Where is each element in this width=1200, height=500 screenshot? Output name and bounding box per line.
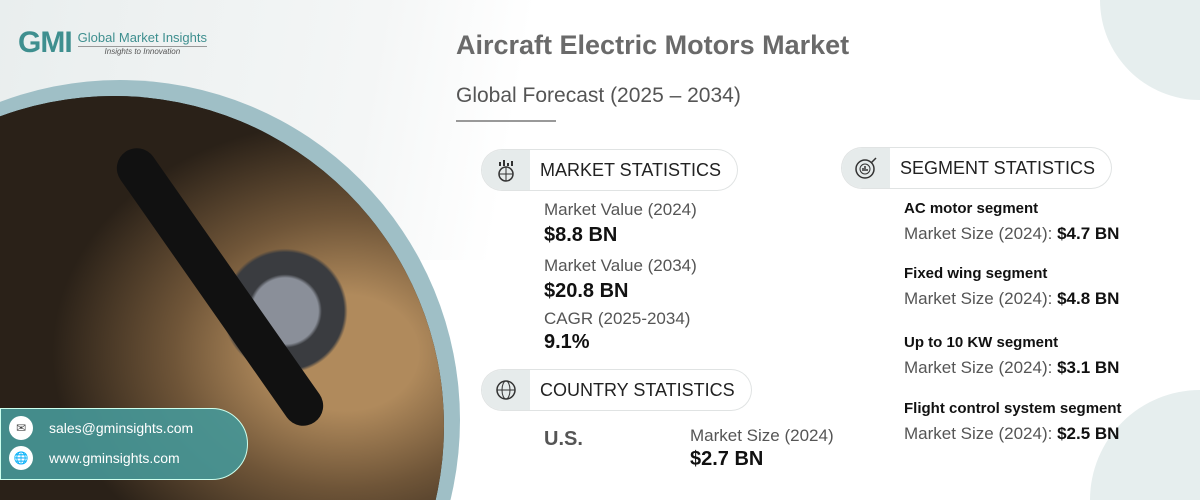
stat-label: Market Value (2024)	[544, 200, 697, 219]
segment-size: Market Size (2024): $2.5 BN	[904, 424, 1119, 444]
website-text[interactable]: www.gminsights.com	[49, 450, 180, 466]
stat-label: Market Size (2024)	[690, 426, 834, 445]
target-chart-icon	[842, 148, 890, 188]
chart-globe-icon	[482, 150, 530, 190]
mail-icon: ✉	[9, 416, 33, 440]
segment-name: Up to 10 KW segment	[904, 334, 1059, 351]
stat-label: Market Value (2034)	[544, 256, 697, 275]
logo-name: Global Market Insights	[77, 30, 208, 47]
country-statistics-header: COUNTRY STATISTICS	[482, 370, 751, 410]
page-title: Aircraft Electric Motors Market	[456, 30, 850, 60]
propeller-shape	[108, 140, 332, 434]
stat-value: $2.5 BN	[1057, 424, 1120, 443]
segment-statistics-header: SEGMENT STATISTICS	[842, 148, 1112, 188]
logo-tagline: Insights to Innovation	[104, 47, 181, 56]
section-heading: MARKET STATISTICS	[540, 159, 722, 180]
market-statistics-header: MARKET STATISTICS	[482, 150, 738, 190]
contact-panel: ✉ sales@gminsights.com 🌐 www.gminsights.co…	[0, 408, 248, 480]
section-heading: COUNTRY STATISTICS	[540, 379, 735, 400]
decorative-arc	[1100, 0, 1200, 100]
stat-label: Market Size (2024):	[904, 289, 1053, 308]
stat-label: CAGR (2025-2034)	[544, 309, 691, 328]
globe-icon: 🌐	[9, 446, 33, 470]
stat-label: Market Size (2024):	[904, 358, 1053, 377]
divider	[456, 120, 556, 122]
segment-size: Market Size (2024): $4.7 BN	[904, 224, 1119, 244]
website-link[interactable]: 🌐 www.gminsights.com	[9, 446, 180, 470]
gmi-logo[interactable]: GMI Global Market Insights Insights to I…	[18, 26, 208, 60]
stat-value: $2.7 BN	[690, 448, 764, 470]
segment-name: Fixed wing segment	[904, 265, 1048, 282]
segment-name: AC motor segment	[904, 200, 1039, 217]
email-text[interactable]: sales@gminsights.com	[49, 420, 194, 436]
globe-icon	[482, 370, 530, 410]
logo-mark: GMI	[18, 26, 73, 59]
page-subtitle: Global Forecast (2025 – 2034)	[456, 84, 741, 107]
email-link[interactable]: ✉ sales@gminsights.com	[9, 416, 193, 440]
stat-value: $4.8 BN	[1057, 289, 1120, 308]
stat-label: Market Size (2024):	[904, 424, 1053, 443]
stat-value: $20.8 BN	[544, 280, 629, 302]
segment-size: Market Size (2024): $4.8 BN	[904, 289, 1119, 309]
section-heading: SEGMENT STATISTICS	[900, 157, 1096, 178]
stat-label: Market Size (2024):	[904, 224, 1053, 243]
stat-value: $4.7 BN	[1057, 224, 1120, 243]
segment-size: Market Size (2024): $3.1 BN	[904, 358, 1119, 378]
stat-value: $8.8 BN	[544, 224, 618, 246]
stat-value: 9.1%	[544, 331, 590, 353]
stat-value: $3.1 BN	[1057, 358, 1120, 377]
segment-name: Flight control system segment	[904, 400, 1122, 417]
country-name: U.S.	[544, 428, 583, 450]
